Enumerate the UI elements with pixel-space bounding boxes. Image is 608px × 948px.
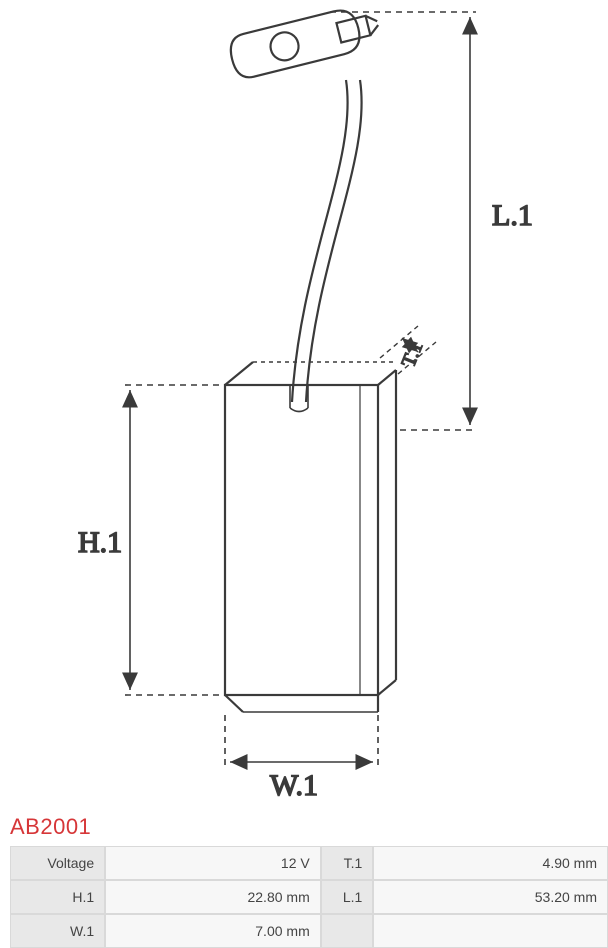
spec-label: H.1 (10, 880, 105, 914)
dimension-t1: T.1 (380, 326, 436, 374)
spec-label: L.1 (321, 880, 374, 914)
dimension-h1: H.1 (78, 385, 222, 695)
dimension-l1-label: L.1 (492, 199, 533, 232)
table-row: H.1 22.80 mm L.1 53.20 mm (10, 880, 608, 914)
dimension-t1-label: T.1 (397, 338, 427, 370)
spec-label (321, 914, 374, 948)
spec-value: 53.20 mm (373, 880, 608, 914)
spec-value: 7.00 mm (105, 914, 321, 948)
spec-table: Voltage 12 V T.1 4.90 mm H.1 22.80 mm L.… (10, 846, 608, 948)
dimension-h1-label: H.1 (78, 526, 122, 559)
drawing-svg: H.1 W.1 L.1 T.1 (0, 0, 608, 810)
spec-label: Voltage (10, 846, 105, 880)
table-row: W.1 7.00 mm (10, 914, 608, 948)
spec-value: 12 V (105, 846, 321, 880)
spec-label: W.1 (10, 914, 105, 948)
spec-value: 22.80 mm (105, 880, 321, 914)
spec-value: 4.90 mm (373, 846, 608, 880)
spec-value (373, 914, 608, 948)
technical-drawing: H.1 W.1 L.1 T.1 (0, 0, 608, 810)
dimension-w1-label: W.1 (270, 769, 318, 802)
product-code: AB2001 (0, 810, 608, 846)
table-row: Voltage 12 V T.1 4.90 mm (10, 846, 608, 880)
lead-wire (292, 80, 362, 402)
dimension-w1: W.1 (225, 715, 378, 802)
dimension-l1: L.1 (330, 12, 533, 430)
brush-body (225, 362, 396, 712)
spec-label: T.1 (321, 846, 374, 880)
terminal-lug (227, 2, 383, 81)
